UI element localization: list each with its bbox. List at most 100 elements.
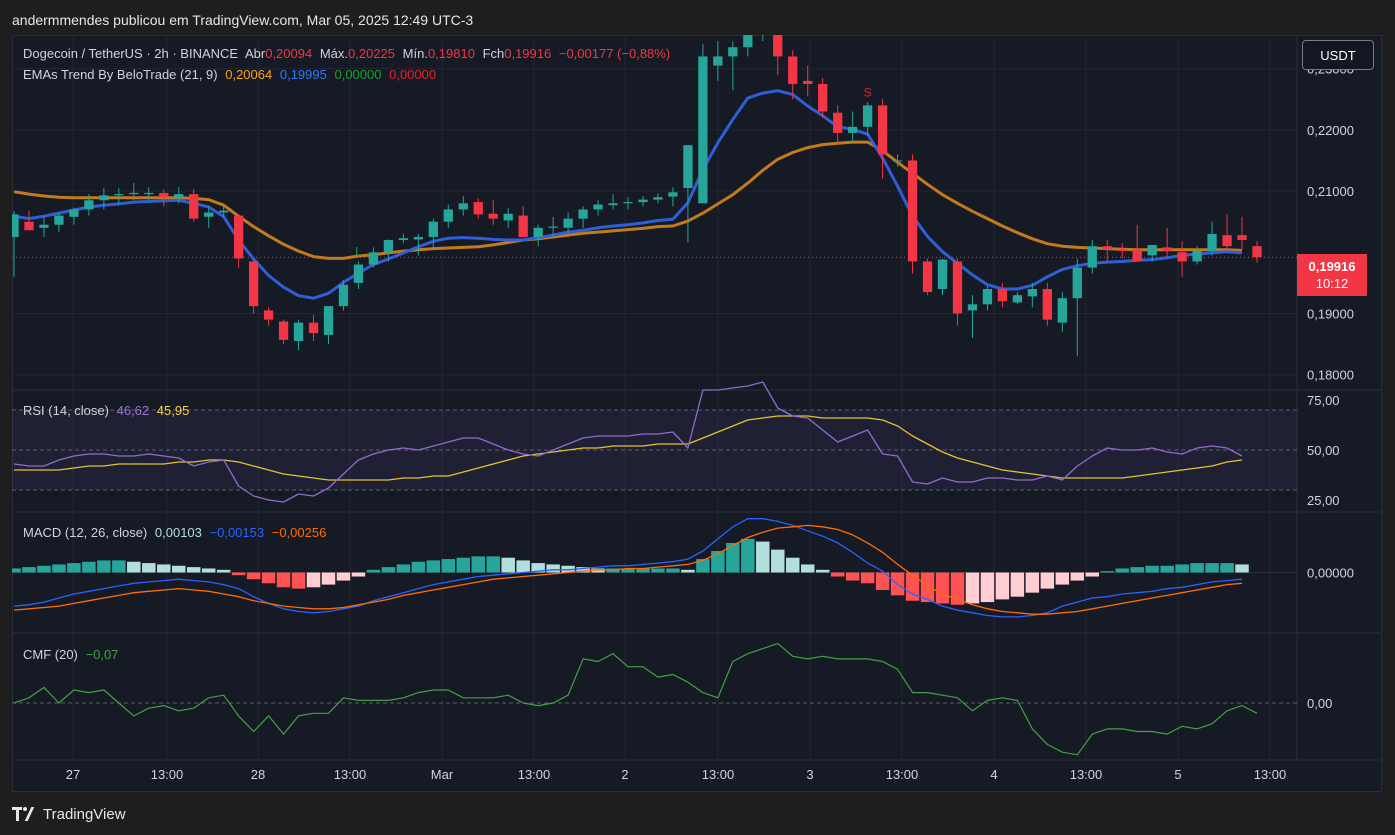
cmf-indicator-name[interactable]: CMF (20) xyxy=(23,647,78,662)
macd-histogram-bar xyxy=(441,559,456,573)
macd-histogram-bar xyxy=(216,569,231,573)
macd-histogram-bar xyxy=(321,572,336,585)
x-tick-label: 13:00 xyxy=(334,767,367,782)
candle-body xyxy=(892,160,903,162)
candle-body xyxy=(428,221,438,237)
candle-body xyxy=(713,56,723,66)
rsi-tick-label: 25,00 xyxy=(1307,493,1340,508)
macd-histogram-bar xyxy=(591,568,605,573)
candle-body xyxy=(623,202,633,204)
macd-tick-label: 0,00000 xyxy=(1307,566,1354,581)
rsi-legend: RSI (14, close) 46,62 45,95 xyxy=(23,403,193,418)
candle-body xyxy=(937,259,948,290)
macd-signal-line xyxy=(13,524,1243,615)
ema-indicator-name[interactable]: EMAs Trend By BeloTrade (21, 9) xyxy=(23,67,218,82)
macd-histogram-bar xyxy=(606,568,620,573)
macd-histogram-bar xyxy=(1205,563,1219,573)
macd-indicator-name[interactable]: MACD (12, 26, close) xyxy=(23,525,148,540)
last-price-value: 0,19916 xyxy=(1308,259,1356,274)
macd-histogram-bar xyxy=(1235,564,1249,573)
macd-histogram-bar xyxy=(516,560,530,573)
candle-body xyxy=(608,203,618,206)
x-tick-label: 4 xyxy=(990,767,997,782)
price-tick-label: 0,18000 xyxy=(1307,368,1354,383)
candle-body xyxy=(129,192,139,195)
main-legend: Dogecoin / TetherUS · 2h · BINANCE Abr0,… xyxy=(23,46,674,61)
macd-histogram-bar xyxy=(291,572,306,589)
candle-body xyxy=(353,264,364,283)
rsi-band xyxy=(12,410,1297,490)
macd-histogram-bar xyxy=(1040,572,1055,589)
symbol-label[interactable]: Dogecoin / TetherUS · 2h · BINANCE xyxy=(23,46,239,61)
ema-value-1: 0,20064 xyxy=(225,67,273,82)
macd-histogram-bar xyxy=(171,565,186,573)
x-tick-label: 13:00 xyxy=(1254,767,1287,782)
rsi-indicator-name[interactable]: RSI (14, close) xyxy=(23,403,109,418)
candle-body xyxy=(818,83,828,112)
candle-body xyxy=(413,236,423,240)
candle-body xyxy=(174,194,184,198)
macd-histogram-bar xyxy=(12,568,21,573)
macd-histogram-bar xyxy=(1055,572,1070,585)
x-tick-label: 27 xyxy=(66,767,80,782)
candle-body xyxy=(338,284,349,307)
macd-histogram-bar xyxy=(815,569,830,573)
currency-button[interactable]: USDT xyxy=(1302,40,1374,70)
macd-histogram-bar xyxy=(636,568,650,573)
low-label: Mín. xyxy=(402,46,428,61)
candle-body xyxy=(1162,247,1172,252)
macd-histogram-bar xyxy=(471,556,485,573)
trading-chart[interactable]: 27 13:00 28 13:00 Mar 13:00 2 13:00 3 13:00 4 13:00… xyxy=(12,35,1382,792)
candle-body xyxy=(683,145,693,189)
candle-body xyxy=(578,209,588,219)
x-tick-label: Mar xyxy=(431,767,454,782)
candle-body xyxy=(159,192,169,198)
x-tick-label: 13:00 xyxy=(151,767,184,782)
signal-marker: L xyxy=(355,244,362,258)
candle-body xyxy=(1132,249,1142,262)
candle-body xyxy=(293,322,304,342)
candle-body xyxy=(1012,295,1023,303)
candle-body xyxy=(563,218,573,228)
candle-body xyxy=(24,221,34,231)
macd-histogram-bar xyxy=(980,572,995,603)
rsi-line xyxy=(13,381,1243,503)
candle-body xyxy=(443,209,453,222)
candle-body xyxy=(39,224,49,228)
candle-body xyxy=(503,213,513,221)
macd-histogram-bar xyxy=(756,541,770,573)
footer-brand[interactable]: TradingView xyxy=(12,802,126,826)
signal-marker: S xyxy=(864,85,872,99)
footer-brand-label: TradingView xyxy=(43,805,126,823)
ema-slow-line xyxy=(13,140,1243,260)
candle-body xyxy=(638,199,648,203)
candle-body xyxy=(1237,235,1247,241)
x-tick-label: 13:00 xyxy=(702,767,735,782)
macd-histogram-bar xyxy=(127,561,141,573)
x-tick-label: 13:00 xyxy=(886,767,919,782)
macd-histogram-bar xyxy=(112,560,126,573)
macd-histogram-bar xyxy=(1100,571,1114,573)
macd-histogram-bar xyxy=(1025,572,1040,593)
candle-body xyxy=(1207,233,1217,252)
macd-histogram-bar xyxy=(726,542,740,573)
candle-body xyxy=(877,105,888,155)
macd-histogram-bar xyxy=(681,569,695,573)
macd-histogram-bar xyxy=(157,564,171,573)
macd-histogram-bar xyxy=(1175,564,1189,573)
macd-histogram-bar xyxy=(546,564,560,573)
ema-value-2: 0,19995 xyxy=(279,67,327,82)
macd-histogram-bar xyxy=(1160,565,1174,573)
candle-body xyxy=(668,192,678,197)
candle-body xyxy=(12,214,19,237)
candle-body xyxy=(1177,252,1187,262)
candle-body xyxy=(54,215,64,225)
candle-body xyxy=(69,209,79,217)
macd-histogram-bar xyxy=(1115,568,1129,573)
rsi-tick-label: 50,00 xyxy=(1307,443,1340,458)
candle-body xyxy=(967,304,978,311)
bar-countdown: 10:12 xyxy=(1315,276,1349,291)
ema-value-4: 0,00000 xyxy=(389,67,437,82)
candle-body xyxy=(1252,246,1262,258)
candle-body xyxy=(1087,246,1097,268)
